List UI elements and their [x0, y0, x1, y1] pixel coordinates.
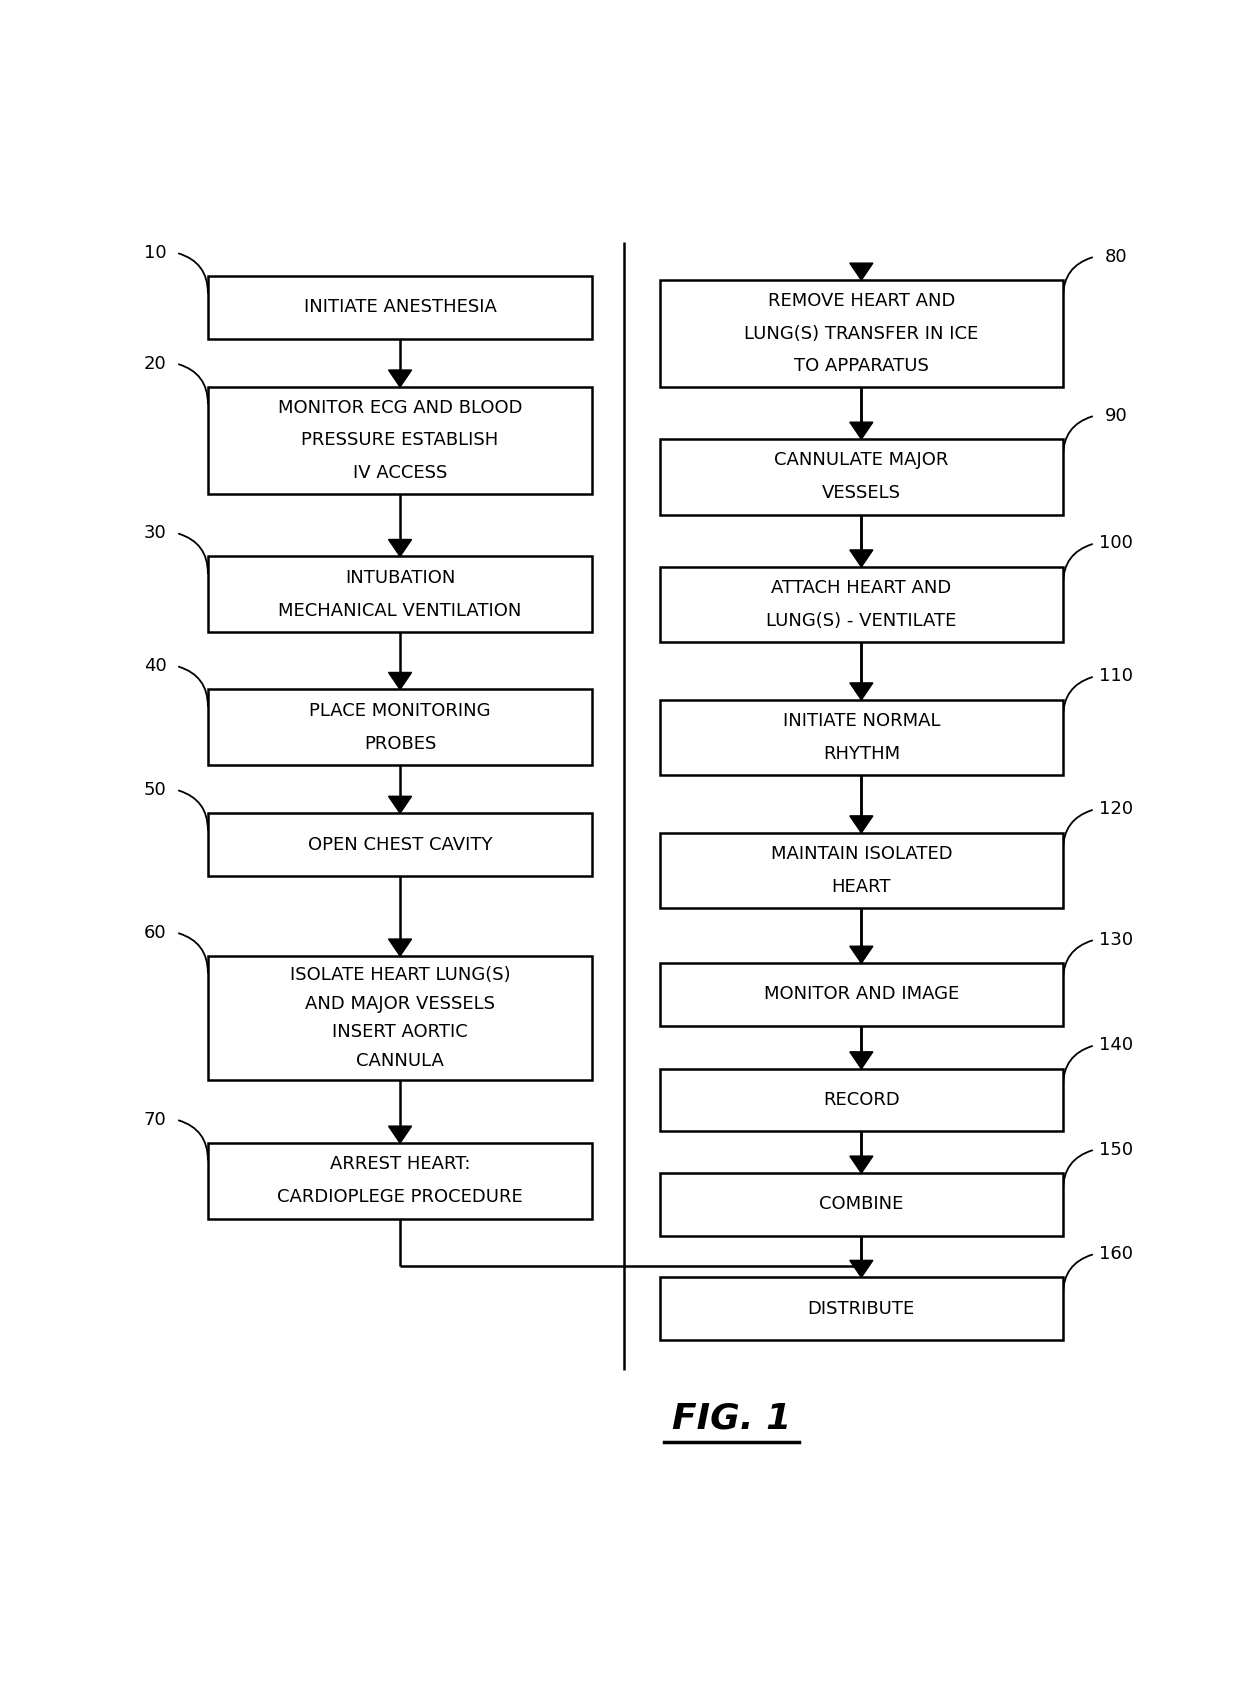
Polygon shape — [849, 550, 873, 567]
Bar — [660, 1068, 1063, 1131]
Polygon shape — [388, 371, 412, 388]
Polygon shape — [388, 1126, 412, 1143]
Text: 50: 50 — [144, 780, 166, 799]
Polygon shape — [388, 796, 412, 813]
Polygon shape — [849, 1051, 873, 1068]
Text: 60: 60 — [144, 923, 166, 941]
Text: REMOVE HEART AND: REMOVE HEART AND — [768, 293, 955, 310]
Text: MECHANICAL VENTILATION: MECHANICAL VENTILATION — [278, 601, 522, 620]
Bar — [208, 276, 593, 339]
Text: CARDIOPLEGE PROCEDURE: CARDIOPLEGE PROCEDURE — [278, 1188, 523, 1207]
Text: 90: 90 — [1105, 406, 1127, 425]
Text: HEART: HEART — [832, 879, 892, 896]
Bar — [660, 438, 1063, 515]
Bar — [208, 957, 593, 1080]
Text: PROBES: PROBES — [363, 735, 436, 753]
Polygon shape — [849, 682, 873, 699]
Text: 70: 70 — [144, 1111, 166, 1129]
Text: COMBINE: COMBINE — [820, 1195, 904, 1214]
Polygon shape — [849, 1260, 873, 1277]
Text: RHYTHM: RHYTHM — [823, 745, 900, 764]
Polygon shape — [849, 262, 873, 279]
Bar — [660, 567, 1063, 642]
Text: ARREST HEART:: ARREST HEART: — [330, 1155, 470, 1173]
Polygon shape — [388, 540, 412, 557]
Text: FIG. 1: FIG. 1 — [672, 1402, 791, 1436]
Polygon shape — [849, 422, 873, 438]
Text: 110: 110 — [1099, 667, 1133, 686]
Text: 120: 120 — [1099, 801, 1133, 818]
Text: IV ACCESS: IV ACCESS — [353, 464, 448, 483]
Bar — [208, 813, 593, 875]
Text: PRESSURE ESTABLISH: PRESSURE ESTABLISH — [301, 432, 498, 449]
Polygon shape — [388, 940, 412, 957]
Text: 150: 150 — [1099, 1141, 1133, 1158]
Text: 40: 40 — [144, 657, 166, 676]
Polygon shape — [388, 672, 412, 689]
Text: INSERT AORTIC: INSERT AORTIC — [332, 1023, 467, 1041]
Polygon shape — [849, 1156, 873, 1173]
Text: MAINTAIN ISOLATED: MAINTAIN ISOLATED — [770, 845, 952, 863]
Text: MONITOR ECG AND BLOOD: MONITOR ECG AND BLOOD — [278, 400, 522, 416]
Bar — [208, 557, 593, 631]
Text: TO APPARATUS: TO APPARATUS — [794, 357, 929, 374]
Text: 20: 20 — [144, 354, 166, 372]
Text: 30: 30 — [144, 523, 166, 542]
Text: LUNG(S) - VENTILATE: LUNG(S) - VENTILATE — [766, 613, 956, 630]
Text: RECORD: RECORD — [823, 1090, 900, 1109]
Text: 160: 160 — [1099, 1244, 1133, 1263]
Text: ISOLATE HEART LUNG(S): ISOLATE HEART LUNG(S) — [290, 965, 511, 984]
Text: INTUBATION: INTUBATION — [345, 569, 455, 587]
Polygon shape — [849, 816, 873, 833]
Text: ATTACH HEART AND: ATTACH HEART AND — [771, 579, 951, 598]
Bar — [208, 689, 593, 765]
Text: MONITOR AND IMAGE: MONITOR AND IMAGE — [764, 985, 959, 1004]
Text: VESSELS: VESSELS — [822, 484, 900, 503]
Bar — [660, 279, 1063, 388]
Text: LUNG(S) TRANSFER IN ICE: LUNG(S) TRANSFER IN ICE — [744, 325, 978, 342]
Bar — [660, 833, 1063, 909]
Bar — [660, 963, 1063, 1026]
Text: INITIATE NORMAL: INITIATE NORMAL — [782, 713, 940, 730]
Text: CANNULATE MAJOR: CANNULATE MAJOR — [774, 452, 949, 469]
Polygon shape — [849, 946, 873, 963]
Bar — [208, 388, 593, 494]
Text: OPEN CHEST CAVITY: OPEN CHEST CAVITY — [308, 836, 492, 853]
Text: 100: 100 — [1099, 535, 1133, 552]
Text: 140: 140 — [1099, 1036, 1133, 1055]
Text: PLACE MONITORING: PLACE MONITORING — [309, 703, 491, 720]
Text: AND MAJOR VESSELS: AND MAJOR VESSELS — [305, 994, 495, 1012]
Text: INITIATE ANESTHESIA: INITIATE ANESTHESIA — [304, 298, 496, 317]
Bar — [660, 1173, 1063, 1236]
Bar — [660, 1277, 1063, 1339]
Text: 10: 10 — [144, 244, 166, 262]
Text: DISTRIBUTE: DISTRIBUTE — [807, 1300, 915, 1317]
Text: 130: 130 — [1099, 931, 1133, 948]
Text: 80: 80 — [1105, 247, 1127, 266]
Text: CANNULA: CANNULA — [356, 1051, 444, 1070]
Bar — [208, 1143, 593, 1219]
Bar — [660, 699, 1063, 775]
